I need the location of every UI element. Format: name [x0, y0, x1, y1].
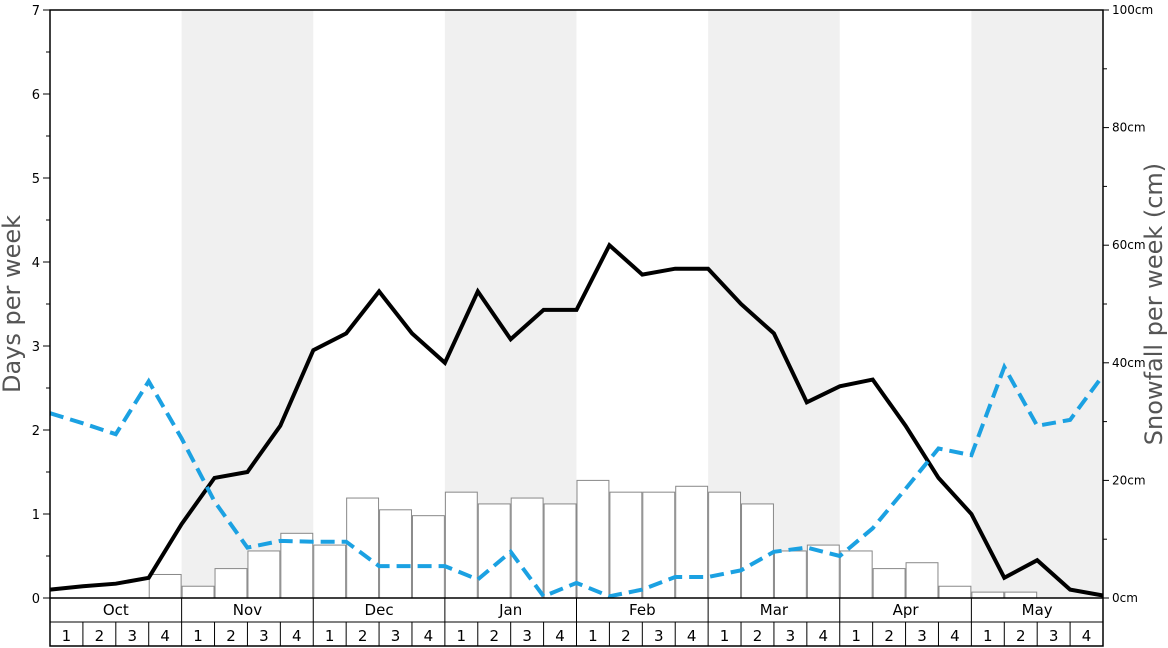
snowfall-bar: [872, 568, 906, 599]
snowfall-bar: [609, 491, 643, 599]
week-row: 1 2 3 4 1 2 3 4 1 2 3 4 1 2 3 4 1 2 3 4 1 2 3 4 1 2 3 4 1 2 3 4: [62, 622, 1092, 646]
snowfall-bar: [477, 503, 511, 599]
week-label: 2: [489, 627, 499, 645]
month-shade-may: [971, 10, 1103, 598]
snowfall-bar: [247, 550, 281, 599]
week-label: 4: [292, 627, 302, 645]
week-label: 1: [983, 627, 993, 645]
week-label: 1: [720, 627, 730, 645]
snowfall-bar: [938, 585, 972, 599]
snowfall-bar: [444, 491, 478, 599]
snowfall-bar: [1004, 591, 1038, 599]
day-lines: [49, 241, 1105, 599]
snowfall-bar: [708, 491, 742, 599]
left-tick-label: 2: [32, 424, 40, 439]
month-label-nov: Nov: [233, 601, 262, 619]
month-label-may: May: [1022, 601, 1053, 619]
month-label-dec: Dec: [365, 601, 394, 619]
snowfall-bar: [839, 550, 873, 599]
week-label: 3: [654, 627, 664, 645]
month-label-feb: Feb: [629, 601, 656, 619]
week-label: 3: [917, 627, 927, 645]
week-label: 2: [884, 627, 894, 645]
month-label-apr: Apr: [893, 601, 920, 619]
left-tick-label: 3: [32, 340, 40, 355]
week-label: 4: [1082, 627, 1092, 645]
snowfall-bar: [313, 544, 347, 599]
week-label: 2: [753, 627, 763, 645]
snowfall-bar: [379, 509, 412, 599]
left-tick-label: 7: [32, 4, 40, 19]
snowfall-bar: [214, 568, 248, 599]
week-label: 3: [391, 627, 401, 645]
dashed-blue-line: [49, 362, 1105, 599]
snowfall-bar: [510, 497, 544, 599]
right-tick-label: 40cm: [1112, 356, 1146, 370]
snowfall-bar: [675, 485, 709, 599]
month-shading: [181, 10, 1103, 598]
snowfall-bar: [971, 591, 1005, 599]
week-label: 1: [457, 627, 467, 645]
week-label: 3: [1049, 627, 1059, 645]
week-label: 2: [358, 627, 368, 645]
week-label: 4: [687, 627, 697, 645]
left-tick-label: 1: [32, 508, 40, 523]
right-axis: 0cm 20cm 40cm 60cm 80cm 100cm: [1103, 3, 1153, 605]
left-tick-label: 4: [32, 256, 40, 271]
snowfall-bar: [642, 491, 676, 599]
right-tick-label: 0cm: [1112, 591, 1138, 605]
week-label: 4: [555, 627, 565, 645]
snowfall-bar: [181, 585, 215, 599]
right-tick-label: 100cm: [1112, 3, 1153, 17]
snowfall-bar: [773, 550, 807, 599]
snowfall-bar: [411, 515, 445, 599]
week-label: 4: [424, 627, 434, 645]
right-tick-label: 60cm: [1112, 238, 1146, 252]
week-label: 3: [786, 627, 796, 645]
week-label: 1: [851, 627, 861, 645]
week-label: 1: [193, 627, 203, 645]
left-tick-label: 6: [32, 88, 40, 103]
week-label: 3: [127, 627, 137, 645]
left-axis: 0 1 2 3 4 5 6 7: [32, 4, 50, 607]
week-label: 4: [950, 627, 960, 645]
right-tick-label: 20cm: [1112, 473, 1146, 487]
week-label: 1: [62, 627, 72, 645]
month-row: Oct Nov Dec Jan Feb Mar Apr May: [103, 598, 1053, 622]
week-label: 3: [259, 627, 269, 645]
left-tick-label: 0: [32, 592, 40, 607]
week-label: 2: [226, 627, 236, 645]
week-label: 4: [160, 627, 170, 645]
week-label: 2: [95, 627, 105, 645]
week-label: 1: [588, 627, 598, 645]
month-shade-nov: [181, 10, 314, 598]
right-tick-label: 80cm: [1112, 121, 1146, 135]
left-tick-label: 5: [32, 172, 40, 187]
week-label: 2: [621, 627, 631, 645]
snowfall-bars: [148, 479, 1038, 599]
solid-black-line: [49, 241, 1104, 598]
week-label: 2: [1016, 627, 1026, 645]
left-axis-title: Days per week: [0, 215, 26, 393]
snowfall-bar: [576, 479, 610, 599]
week-label: 4: [819, 627, 829, 645]
right-axis-title: Snowfall per week (cm): [1140, 163, 1168, 445]
snowfall-bar: [148, 573, 182, 599]
month-label-oct: Oct: [103, 601, 129, 619]
month-label-jan: Jan: [498, 601, 522, 619]
snowfall-bar: [905, 562, 939, 599]
week-label: 1: [325, 627, 335, 645]
snowfall-bar: [280, 532, 314, 599]
week-label: 3: [522, 627, 532, 645]
month-label-mar: Mar: [760, 601, 789, 619]
snowfall-bar: [741, 503, 774, 599]
